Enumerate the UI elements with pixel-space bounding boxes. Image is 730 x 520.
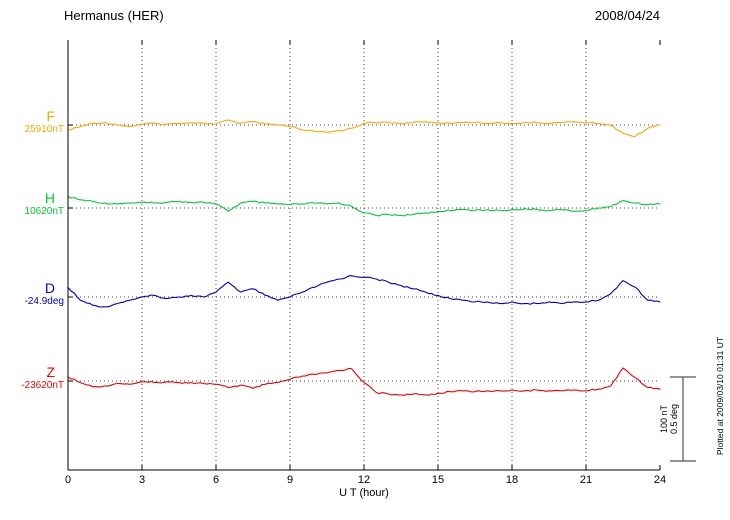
x-tick-label: 0	[64, 474, 72, 486]
x-tick-label: 12	[357, 474, 371, 486]
series-label-block-F: F 25910nT	[2, 108, 64, 136]
series-baseline-value: 10620nT	[24, 206, 64, 217]
x-tick-label: 9	[286, 474, 294, 486]
series-baseline-value: -23620nT	[21, 380, 64, 391]
series-label-block-H: H 10620nT	[2, 190, 64, 218]
x-axis-label: U T (hour)	[339, 487, 389, 499]
trace-H	[67, 195, 661, 217]
series-label-letter: D	[44, 280, 55, 296]
x-tick-label: 15	[431, 474, 445, 486]
x-tick-label: 6	[212, 474, 220, 486]
x-tick-label: 21	[579, 474, 593, 486]
trace-F	[67, 119, 661, 138]
x-tick-label: 24	[653, 474, 667, 486]
x-tick-label: 3	[138, 474, 146, 486]
chart-date: 2008/04/24	[594, 8, 660, 23]
scalebar-label-deg: 0.5 deg	[669, 403, 679, 435]
trace-Z	[67, 367, 661, 396]
series-label-letter: H	[44, 190, 55, 206]
plot-footnote: Plotted at 2009/03/10 01:31 UT	[715, 336, 725, 456]
scalebar-label-nt: 100 nT	[659, 404, 669, 434]
chart-title: Hermanus (HER)	[64, 8, 164, 23]
series-label-letter: F	[46, 108, 55, 124]
series-baseline-value: 25910nT	[24, 124, 64, 135]
series-label-block-D: D -24.9deg	[2, 280, 64, 308]
trace-D	[67, 275, 661, 308]
series-label-block-Z: Z -23620nT	[2, 364, 64, 392]
x-tick-label: 18	[505, 474, 519, 486]
series-baseline-value: -24.9deg	[24, 296, 64, 307]
scalebar-label: 100 nT 0.5 deg	[659, 396, 679, 442]
series-label-letter: Z	[46, 364, 55, 380]
